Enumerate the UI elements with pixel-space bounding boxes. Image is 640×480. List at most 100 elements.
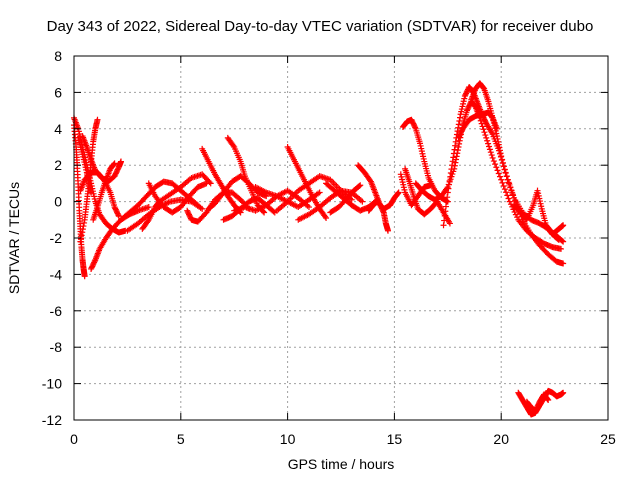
- data-point: [455, 121, 462, 128]
- data-point: [452, 159, 459, 166]
- data-point: [117, 158, 124, 165]
- data-point: [111, 160, 118, 167]
- series-arc-w: [323, 180, 381, 214]
- data-point: [493, 125, 500, 132]
- y-tick-label: 8: [54, 48, 62, 64]
- series-arc-ak: [523, 391, 552, 414]
- data-point: [488, 152, 495, 159]
- data-point: [497, 150, 504, 157]
- y-tick-label: -4: [50, 266, 63, 282]
- data-point: [452, 142, 459, 149]
- y-tick-label: 4: [54, 121, 62, 137]
- data-point: [495, 170, 502, 177]
- y-tick-label: -10: [42, 376, 62, 392]
- data-points: [71, 80, 567, 418]
- data-point: [357, 182, 364, 189]
- data-point: [206, 179, 213, 186]
- data-point: [199, 205, 206, 212]
- data-point: [496, 144, 503, 151]
- series-arc-h: [90, 160, 118, 223]
- series-arc-ag: [455, 109, 500, 141]
- data-point: [451, 146, 458, 153]
- y-tick-label: -12: [42, 412, 62, 428]
- data-point: [489, 154, 496, 161]
- series-arc-u: [284, 144, 330, 221]
- data-point: [456, 140, 463, 147]
- series-arc-af: [468, 80, 567, 245]
- data-point: [443, 198, 450, 205]
- data-point: [482, 132, 489, 139]
- series-arc-x: [327, 182, 364, 216]
- x-tick-label: 0: [70, 431, 78, 447]
- data-point: [492, 161, 499, 168]
- data-point: [79, 229, 86, 236]
- x-tick-label: 15: [387, 431, 403, 447]
- data-point: [495, 141, 502, 148]
- data-point: [455, 144, 462, 150]
- x-tick-label: 20: [493, 431, 509, 447]
- data-point: [446, 220, 453, 227]
- y-tick-label: 0: [54, 194, 62, 210]
- data-point: [449, 158, 456, 165]
- data-point: [115, 213, 122, 220]
- x-tick-label: 10: [280, 431, 296, 447]
- data-point: [479, 123, 486, 130]
- data-point: [408, 116, 415, 123]
- data-point: [444, 189, 451, 196]
- data-point: [501, 186, 508, 193]
- y-tick-label: -6: [50, 303, 63, 319]
- y-tick-label: 2: [54, 157, 62, 173]
- data-point: [446, 177, 453, 184]
- chart-title: Day 343 of 2022, Sidereal Day-to-day VTE…: [46, 18, 594, 35]
- data-point: [499, 179, 506, 186]
- data-point: [450, 150, 457, 157]
- data-point: [559, 237, 566, 244]
- data-point: [412, 124, 419, 131]
- data-point: [500, 163, 507, 170]
- series-arc-b: [71, 122, 88, 280]
- data-point: [445, 185, 452, 192]
- data-point: [444, 194, 451, 201]
- data-point: [503, 189, 510, 196]
- series-arc-f: [77, 169, 122, 220]
- data-point: [348, 196, 355, 203]
- data-point: [464, 106, 471, 113]
- data-point: [555, 236, 562, 243]
- series-arc-ai: [545, 222, 567, 238]
- data-point: [447, 173, 454, 180]
- series-arc-g: [75, 134, 95, 196]
- data-point: [384, 227, 391, 234]
- data-point: [494, 135, 501, 142]
- data-point: [110, 161, 117, 168]
- data-point: [88, 189, 95, 196]
- data-point: [505, 195, 512, 202]
- data-point: [441, 217, 448, 224]
- data-point: [560, 238, 567, 245]
- data-point: [496, 173, 503, 180]
- data-point: [496, 147, 503, 154]
- data-point: [448, 166, 455, 173]
- data-point: [453, 153, 460, 160]
- data-point: [459, 103, 466, 110]
- data-point: [484, 137, 491, 144]
- data-point: [446, 181, 453, 188]
- axis-ticks: 0 5 10 15 20 25 -12 -10 -8 -6 -4 -2 0 2 4 6 8: [42, 48, 616, 447]
- data-point: [440, 222, 447, 229]
- data-point: [560, 222, 567, 229]
- data-point: [500, 183, 507, 189]
- data-point: [501, 166, 508, 173]
- data-point: [77, 238, 84, 245]
- data-point: [449, 162, 456, 169]
- grid-lines: [74, 56, 608, 420]
- data-point: [203, 180, 210, 187]
- data-point: [481, 129, 488, 136]
- data-point: [78, 235, 85, 242]
- data-point: [322, 213, 329, 220]
- y-tick-label: 6: [54, 84, 62, 100]
- data-point: [545, 396, 552, 403]
- data-point: [558, 245, 565, 252]
- series-arc-j: [124, 196, 206, 234]
- data-point: [442, 203, 449, 210]
- data-point: [144, 218, 151, 225]
- data-point: [450, 154, 457, 161]
